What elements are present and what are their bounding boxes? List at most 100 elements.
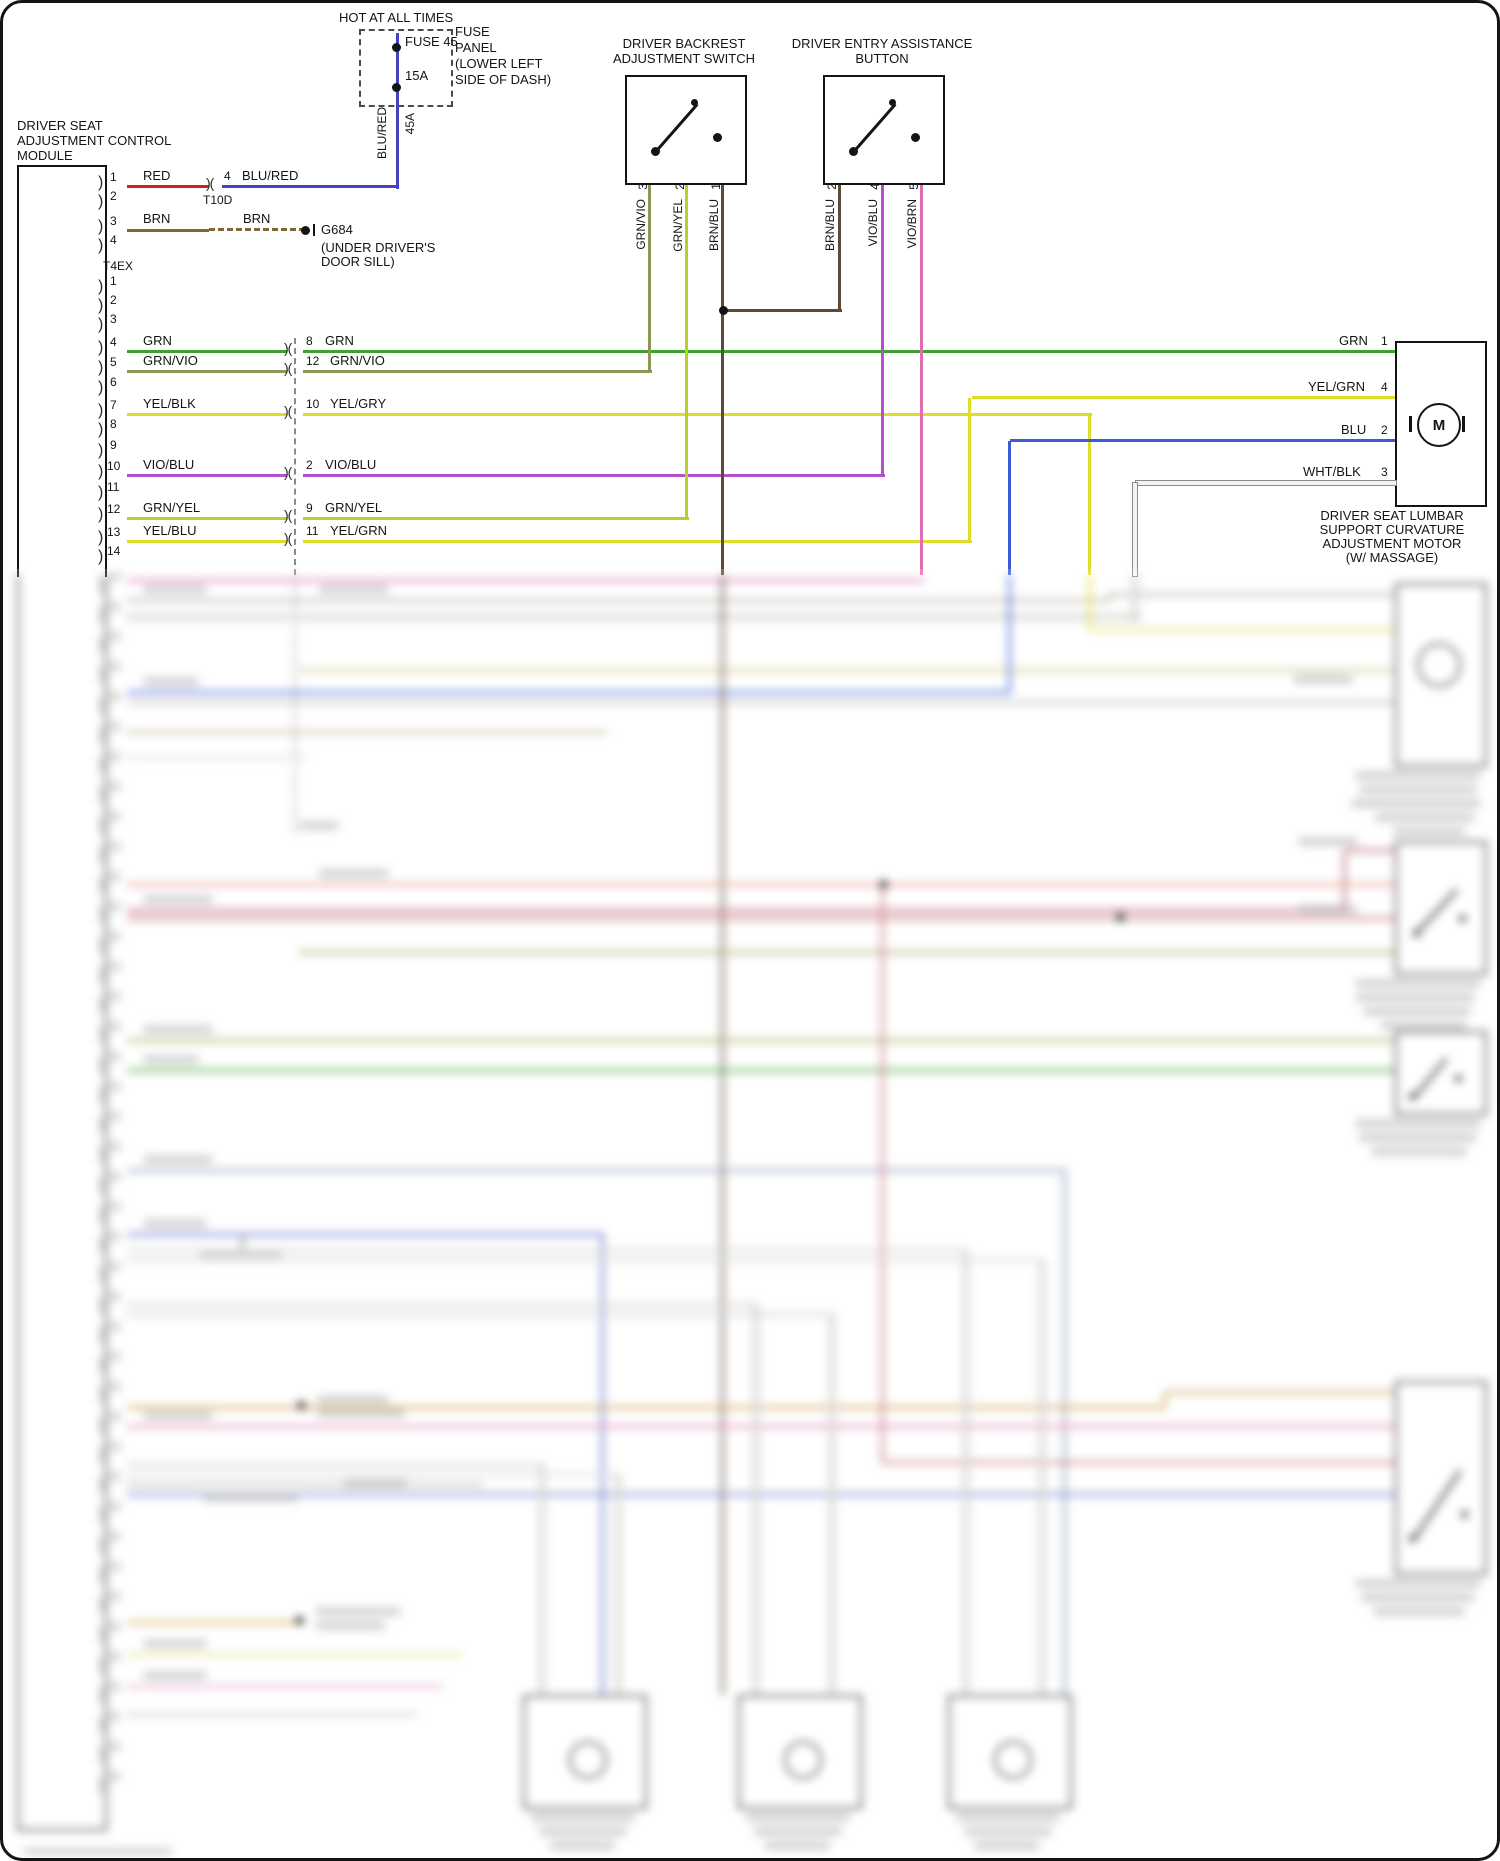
- pin-number: 4: [110, 233, 117, 247]
- pin-number: 5: [110, 355, 117, 369]
- blurred-text: [143, 1671, 207, 1680]
- wire-label: BRN: [143, 211, 171, 226]
- switch-contact-icon: [691, 99, 698, 106]
- pin-number: 10: [107, 459, 121, 473]
- ground-tick: [313, 224, 315, 236]
- blurred-component-box: [1395, 1031, 1487, 1115]
- terminal-arc-icon: ): [98, 297, 104, 314]
- wire-brn-splice: [209, 228, 305, 231]
- wire-yel-blk: [127, 413, 287, 416]
- pin-number: 1: [110, 274, 117, 288]
- blurred-junction: [297, 1401, 306, 1410]
- terminal-arc-icon: ): [98, 1776, 104, 1793]
- blurred-pin-number: [109, 1292, 121, 1301]
- blurred-pin-number: [109, 572, 121, 581]
- ground-junction-dot: [301, 226, 310, 235]
- fuse-terminal-dot: [392, 83, 401, 92]
- blurred-pin-number: [109, 1382, 121, 1391]
- inline-connector-icon: )(: [284, 507, 292, 523]
- blurred-text: [1298, 905, 1358, 914]
- wire-grn-to-motor: [303, 350, 1395, 353]
- motor-pin-number: 4: [1381, 380, 1388, 394]
- terminal-arc-icon: ): [98, 756, 104, 773]
- terminal-arc-icon: ): [98, 1416, 104, 1433]
- blurred-region: ))))))))))))))))))))))))))))))))))))))))…: [3, 3, 1497, 1858]
- blurred-wire: [299, 951, 1395, 954]
- blurred-wire: [127, 1303, 755, 1306]
- blurred-text: [315, 1607, 401, 1616]
- wire-vio-brn-vertical: [920, 185, 923, 575]
- blurred-wire: [127, 579, 924, 582]
- blurred-pin-number: [109, 1052, 121, 1061]
- module-title: DRIVER SEAT: [17, 118, 103, 133]
- fuse-panel-label: PANEL: [455, 40, 497, 55]
- terminal-arc-icon: ): [98, 237, 104, 254]
- blurred-pin-number: [109, 1442, 121, 1451]
- blurred-text: [1355, 771, 1481, 780]
- ground-name: G684: [321, 222, 353, 237]
- module-box-upper: [17, 165, 107, 577]
- wire-label: BLU/RED: [242, 168, 299, 183]
- blurred-pin-number: [109, 722, 121, 731]
- wire-label: WHT/BLK: [1303, 464, 1361, 479]
- blurred-pin-number: [109, 1622, 121, 1631]
- blurred-wire: [127, 1653, 463, 1656]
- terminal-arc-icon: ): [98, 548, 104, 565]
- terminal-arc-icon: ): [98, 1026, 104, 1043]
- ground-note: (UNDER DRIVER'S: [321, 240, 436, 255]
- terminal-arc-icon: ): [98, 442, 104, 459]
- blurred-pin-number: [109, 1172, 121, 1181]
- blurred-wire: [601, 1233, 604, 1695]
- connector-pin-number: 8: [306, 334, 313, 348]
- connector-pin-number: 2: [306, 458, 313, 472]
- blurred-wire: [721, 575, 724, 1695]
- wire-brn: [127, 229, 209, 232]
- terminal-arc-icon: ): [98, 1686, 104, 1703]
- blurred-wire: [1008, 575, 1011, 693]
- blurred-wire: [1163, 1393, 1166, 1408]
- lumbar-motor-label: ADJUSTMENT MOTOR: [1322, 536, 1462, 551]
- blurred-text: [319, 585, 389, 594]
- terminal-arc-icon: ): [98, 1386, 104, 1403]
- fuse-panel-label: (LOWER LEFT: [455, 56, 543, 71]
- blurred-pin-number: [109, 1712, 121, 1721]
- wire-label: VIO/BLU: [325, 457, 377, 472]
- inline-connector-icon: )(: [284, 464, 292, 480]
- terminal-arc-icon: ): [98, 218, 104, 235]
- blurred-switch-symbol: [1461, 1511, 1468, 1518]
- blurred-component-box: [1395, 841, 1487, 975]
- blurred-wire: [1039, 1261, 1045, 1697]
- blurred-text: [203, 1493, 299, 1502]
- terminal-arc-icon: ): [98, 316, 104, 333]
- connector-pin-number: 11: [306, 524, 319, 538]
- blurred-wire: [1090, 628, 1395, 631]
- terminal-arc-icon: ): [98, 1506, 104, 1523]
- blurred-pin-number: [109, 1502, 121, 1511]
- blurred-text: [754, 1827, 842, 1836]
- wire-label: YEL/GRY: [330, 396, 387, 411]
- blurred-wire: [1132, 575, 1138, 619]
- connector-name: T10D: [203, 193, 233, 207]
- pin-number: 6: [110, 375, 117, 389]
- switch-contact-icon: [911, 133, 920, 142]
- blurred-component-box: [948, 1695, 1072, 1809]
- blurred-wire: [127, 1169, 1065, 1172]
- fuse-panel-label: SIDE OF DASH): [455, 72, 552, 87]
- blurred-text: [143, 1639, 207, 1648]
- fuse-panel-label: FUSE: [455, 24, 490, 39]
- blurred-text: [319, 869, 389, 878]
- blurred-pin-number: [109, 752, 121, 761]
- blurred-text: [764, 1841, 830, 1850]
- wire-grn-yel: [127, 517, 287, 520]
- terminal-arc-icon: ): [98, 1656, 104, 1673]
- wire-vio-blu-vertical: [881, 185, 884, 476]
- blurred-pin-number: [109, 1592, 121, 1601]
- blurred-wire: [127, 1621, 303, 1624]
- hot-at-all-times-label: HOT AT ALL TIMES: [339, 10, 454, 25]
- blurred-component-box: [1395, 583, 1487, 767]
- backrest-switch-title: DRIVER BACKREST: [622, 36, 746, 51]
- pin-number: 1: [110, 170, 117, 184]
- blurred-text: [1393, 827, 1465, 836]
- wire-label-vertical: GRN/VIO: [634, 199, 648, 250]
- blurred-pin-number: [109, 1202, 121, 1211]
